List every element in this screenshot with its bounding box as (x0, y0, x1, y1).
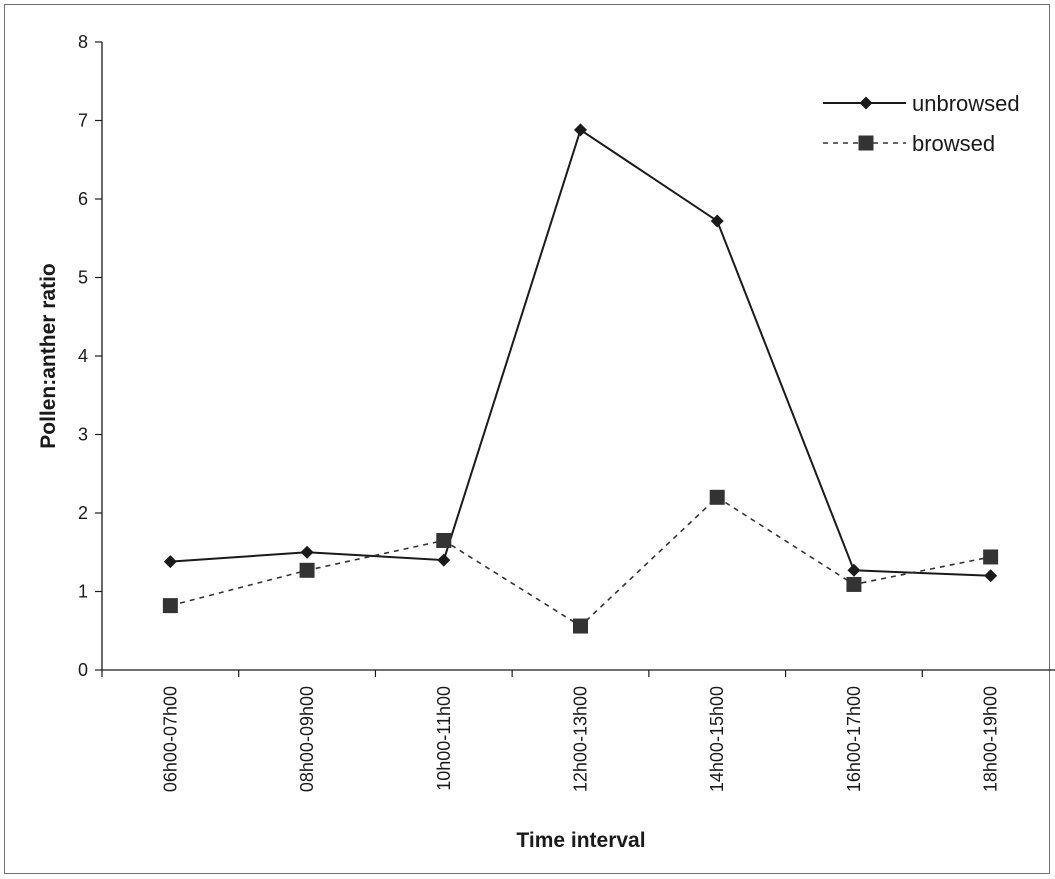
data-point-browsed (162, 598, 178, 614)
data-point-unbrowsed (574, 123, 587, 137)
y-tick-label: 1 (78, 582, 88, 602)
y-tick-labels: 0 1 2 3 4 5 6 7 8 (78, 32, 88, 680)
legend-marker-unbrowsed (859, 96, 873, 110)
x-tick-label: 06h00-07h00 (160, 686, 180, 792)
y-tick-label: 2 (78, 503, 88, 523)
y-tick-label: 0 (78, 660, 88, 680)
series-line-browsed (170, 496, 991, 628)
data-point-unbrowsed (163, 555, 177, 569)
data-point-unbrowsed (300, 545, 314, 559)
y-tick-label: 8 (78, 32, 88, 52)
x-tick-label: 14h00-15h00 (707, 686, 727, 792)
x-tick-labels: 06h00-07h00 08h00-09h00 10h00-11h00 12h00-1… (160, 686, 1000, 792)
data-point-browsed (573, 618, 588, 634)
series-unbrowsed (163, 123, 998, 583)
legend: unbrowsed browsed (823, 91, 1020, 156)
data-point-unbrowsed (437, 553, 451, 567)
x-tick-label: 18h00-19h00 (981, 686, 1001, 792)
x-axis-title: Time interval (516, 829, 645, 852)
data-point-browsed (709, 489, 725, 505)
data-point-unbrowsed (710, 214, 724, 228)
series-browsed (162, 489, 999, 634)
data-point-browsed (436, 532, 452, 548)
y-tick-label: 7 (78, 111, 88, 131)
data-point-unbrowsed (984, 569, 998, 583)
y-tick-label: 3 (78, 425, 88, 445)
x-tick-label: 12h00-13h00 (571, 686, 591, 792)
series-layer (162, 123, 999, 634)
legend-label-browsed: browsed (912, 131, 995, 156)
y-tick-label: 5 (78, 268, 88, 288)
x-tick-label: 16h00-17h00 (844, 686, 864, 792)
data-point-browsed (299, 562, 315, 578)
y-axis-title: Pollen:anther ratio (37, 263, 60, 449)
legend-marker-browsed (858, 135, 874, 151)
axes (95, 41, 1055, 677)
x-tick-label: 10h00-11h00 (434, 686, 454, 791)
chart-frame (4, 4, 1050, 874)
y-tick-label: 4 (78, 346, 88, 366)
y-tick-label: 6 (78, 189, 88, 209)
series-line-unbrowsed (170, 128, 991, 577)
x-tick-label: 08h00-09h00 (297, 686, 317, 792)
data-point-browsed (846, 576, 862, 592)
data-point-unbrowsed (847, 563, 861, 577)
legend-label-unbrowsed: unbrowsed (912, 91, 1020, 116)
data-point-browsed (983, 549, 999, 565)
